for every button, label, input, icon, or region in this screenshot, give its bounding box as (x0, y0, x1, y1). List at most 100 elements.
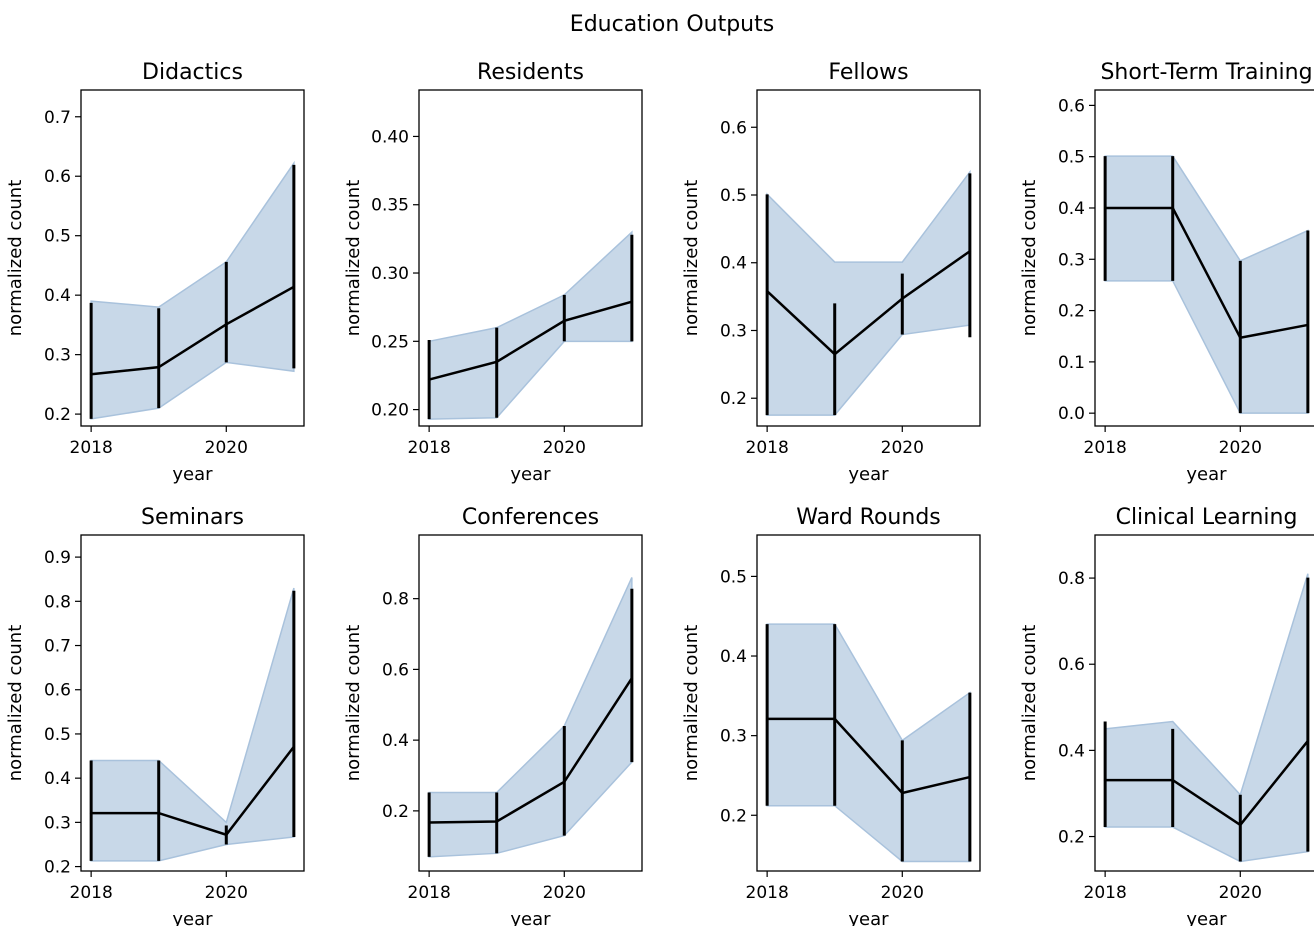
y-axis-label: normalized count (343, 180, 364, 337)
y-tick-label: 0.9 (44, 548, 71, 568)
y-axis-label: normalized count (681, 625, 702, 782)
axes-frame (1094, 89, 1314, 427)
y-tick-label: 0.0 (1058, 404, 1085, 424)
x-tick-label: 2020 (881, 438, 924, 458)
data-point (1239, 336, 1242, 339)
y-tick-label: 0.5 (1058, 148, 1085, 168)
x-tick-label: 2020 (543, 438, 586, 458)
series-line (91, 285, 295, 376)
data-point (563, 319, 566, 323)
data-point (1239, 823, 1242, 827)
subplot-title: Residents (477, 60, 584, 85)
x-axis-label: year (172, 464, 213, 485)
x-axis-label: year (1186, 464, 1227, 485)
series-line (428, 300, 633, 381)
axes-frame (80, 534, 305, 872)
x-axis-label: year (172, 909, 213, 926)
subplot-title: Short-Term Training (1100, 60, 1312, 85)
confidence-band (428, 577, 633, 858)
data-point (292, 285, 296, 289)
y-tick-label: 0.8 (382, 590, 409, 610)
subplot: 0.2 0.4 0.6 0.8 2018 2020 Clinical Learning yea… (1019, 505, 1314, 926)
y-tick-label: 0.8 (1058, 569, 1085, 589)
y-tick-label: 0.30 (371, 264, 409, 284)
subplot: 0.2 0.3 0.4 0.5 0.6 0.7 0.8 0.9 2018 2020 Seminars… (5, 505, 305, 926)
y-axis-label: normalized count (343, 625, 364, 782)
y-tick-label: 0.25 (371, 332, 409, 352)
data-point (1171, 206, 1174, 210)
x-tick-label: 2018 (1084, 883, 1127, 903)
series-line (767, 717, 971, 795)
subplot: 0.2 0.3 0.4 0.5 0.6 2018 2020 Fellows year normal… (681, 60, 981, 485)
y-tick-label: 0.8 (44, 592, 71, 612)
axes-frame (756, 89, 981, 427)
x-tick-label: 2020 (205, 438, 248, 458)
y-tick-label: 0.5 (720, 186, 747, 206)
y-tick-label: 0.6 (44, 167, 71, 187)
subplot-title: Didactics (142, 60, 243, 85)
data-point (968, 250, 972, 253)
data-point (427, 821, 431, 824)
confidence-band (1104, 573, 1309, 863)
confidence-band (428, 230, 633, 420)
confidence-band (90, 160, 295, 420)
y-tick-label: 0.35 (371, 196, 409, 216)
data-point (765, 717, 769, 721)
data-point (630, 300, 634, 303)
series-line (1105, 206, 1309, 340)
figure-title: Education Outputs (570, 12, 774, 37)
y-tick-label: 0.5 (44, 227, 71, 247)
subplot: 0.2 0.3 0.4 0.5 0.6 0.7 2018 2020 Didactics year n… (5, 60, 305, 485)
data-point (89, 811, 93, 815)
subplot-title: Clinical Learning (1116, 505, 1298, 530)
data-point (630, 677, 634, 680)
confidence-band (90, 587, 295, 862)
x-tick-label: 2020 (1219, 883, 1262, 903)
data-point (901, 297, 904, 300)
y-axis-label: normalized count (1019, 625, 1040, 782)
y-tick-label: 0.4 (720, 254, 747, 274)
data-point (1171, 778, 1174, 782)
y-tick-label: 0.6 (382, 660, 409, 680)
x-tick-label: 2018 (746, 438, 789, 458)
y-tick-label: 0.2 (1058, 828, 1085, 848)
y-tick-label: 0.3 (1058, 250, 1085, 270)
y-tick-label: 0.4 (1058, 199, 1085, 219)
data-point (833, 717, 836, 721)
y-tick-label: 0.3 (44, 813, 71, 833)
data-point (901, 791, 904, 795)
data-point (292, 745, 296, 748)
data-point (765, 289, 769, 293)
y-tick-label: 0.20 (371, 401, 409, 421)
y-tick-label: 0.4 (1058, 741, 1085, 761)
data-point (563, 780, 566, 784)
y-tick-label: 0.6 (1058, 96, 1085, 116)
x-tick-label: 2018 (408, 883, 451, 903)
subplot-title: Fellows (828, 60, 908, 85)
data-point (833, 352, 836, 356)
axes-frame (80, 89, 305, 427)
y-tick-label: 0.7 (44, 108, 71, 128)
y-tick-label: 0.4 (44, 769, 71, 789)
x-axis-label: year (1186, 909, 1227, 926)
series-line (1105, 740, 1309, 827)
subplot: 0.2 0.3 0.4 0.5 2018 2020 Ward Rounds year norma… (681, 505, 981, 926)
y-tick-label: 0.1 (1058, 353, 1085, 373)
y-tick-label: 0.7 (44, 637, 71, 657)
subplot: 0.0 0.1 0.2 0.3 0.4 0.5 0.6 2018 2020 Short-Term … (1019, 60, 1314, 485)
subplot-title: Ward Rounds (796, 505, 941, 530)
y-tick-label: 0.2 (720, 806, 747, 826)
x-tick-label: 2018 (70, 438, 113, 458)
series-line (766, 250, 971, 356)
data-point (225, 323, 228, 326)
x-tick-label: 2018 (746, 883, 789, 903)
confidence-band (1104, 155, 1309, 414)
data-point (1306, 323, 1310, 327)
data-point (1306, 739, 1310, 743)
data-point (427, 378, 431, 381)
y-tick-label: 0.3 (44, 346, 71, 366)
y-axis-label: normalized count (1019, 180, 1040, 337)
y-tick-label: 0.2 (382, 802, 409, 822)
data-point (495, 820, 498, 823)
x-tick-label: 2018 (408, 438, 451, 458)
